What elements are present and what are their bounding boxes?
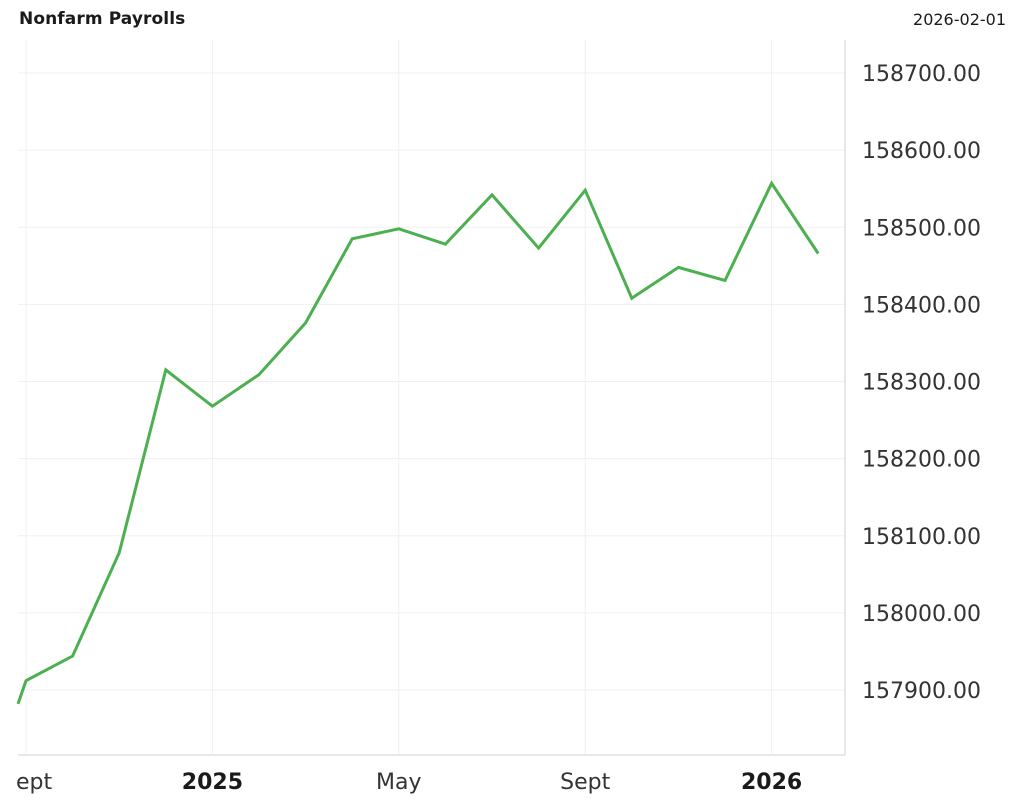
x-axis-ticks: ept 2025 May Sept 2026 bbox=[16, 770, 802, 795]
grid-lines bbox=[18, 40, 845, 755]
y-tick-label: 158100.00 bbox=[862, 525, 981, 550]
series-line-nonfarm-payrolls[interactable] bbox=[16, 180, 820, 705]
x-tick-label: May bbox=[376, 770, 421, 795]
x-tick-label: 2025 bbox=[182, 770, 243, 795]
y-tick-label: 158000.00 bbox=[862, 602, 981, 627]
x-tick-label: 2026 bbox=[741, 770, 802, 795]
y-tick-label: 158600.00 bbox=[862, 139, 981, 164]
x-tick-label: Sept bbox=[560, 770, 610, 795]
y-tick-label: 158200.00 bbox=[862, 448, 981, 473]
y-axis-ticks: 158700.00 158600.00 158500.00 158400.00 1583… bbox=[862, 62, 981, 704]
y-tick-label: 158300.00 bbox=[862, 371, 981, 396]
current-date: 2026-02-01 bbox=[913, 10, 1006, 29]
chart-title: Nonfarm Payrolls bbox=[19, 9, 186, 29]
y-tick-label: 158700.00 bbox=[862, 62, 981, 87]
x-tick-label: ept bbox=[16, 770, 53, 795]
y-tick-label: 157900.00 bbox=[862, 679, 981, 704]
y-tick-label: 158500.00 bbox=[862, 216, 981, 241]
y-tick-label: 158400.00 bbox=[862, 293, 981, 318]
